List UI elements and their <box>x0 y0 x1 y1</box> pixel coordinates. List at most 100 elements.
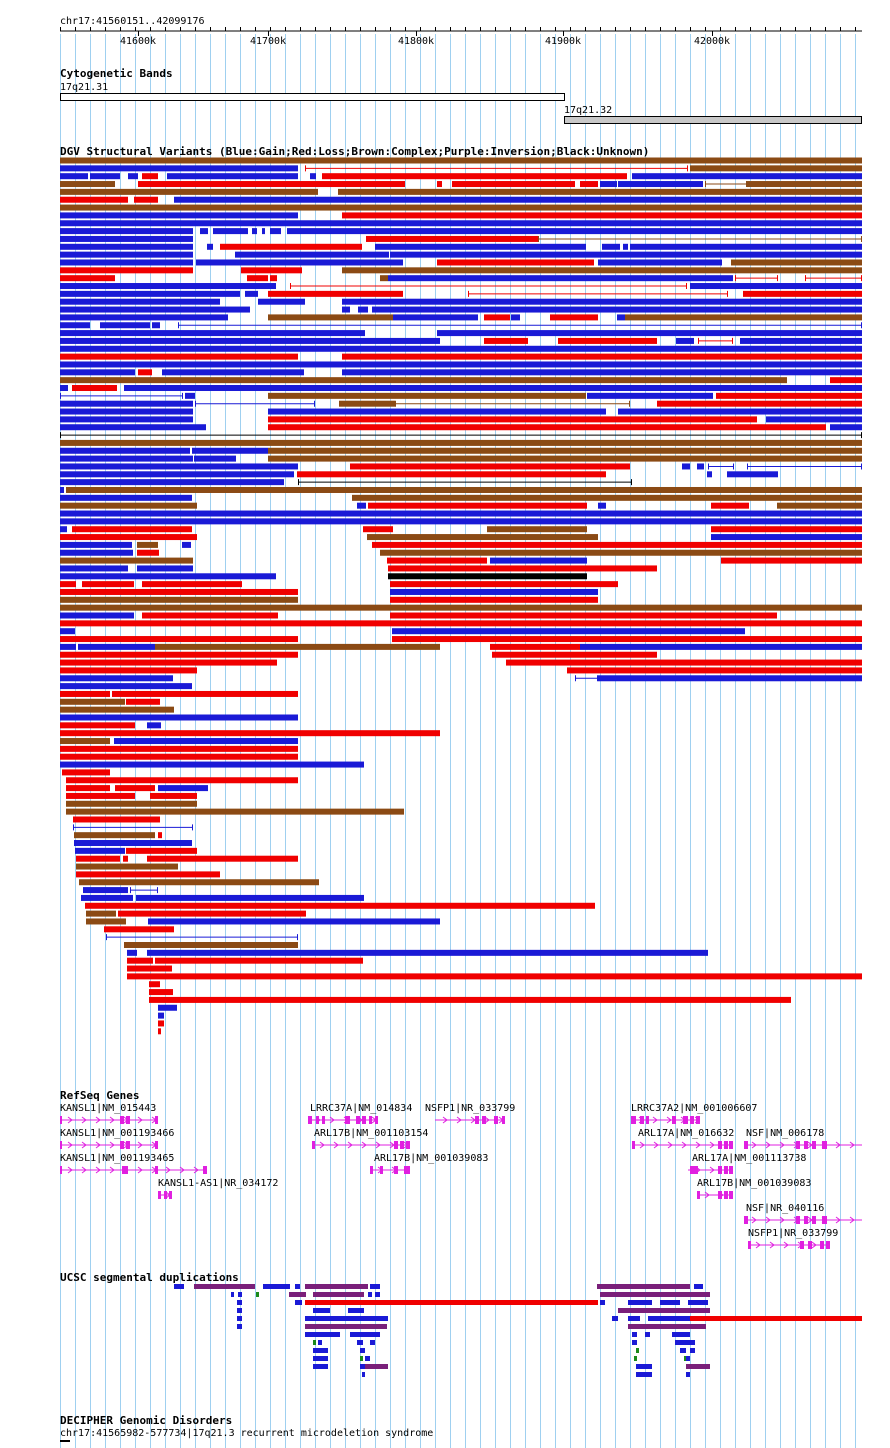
dgv-variant[interactable] <box>142 581 242 588</box>
segdup-feature[interactable] <box>238 1292 242 1297</box>
gene-label[interactable]: NSF|NR_040116 <box>746 1203 824 1214</box>
gene-exon[interactable] <box>729 1166 733 1174</box>
segdup-feature[interactable] <box>360 1356 363 1361</box>
dgv-variant[interactable] <box>196 259 403 266</box>
dgv-variant[interactable] <box>682 463 690 470</box>
dgv-variant[interactable] <box>60 243 193 250</box>
gene-exon[interactable] <box>631 1116 636 1124</box>
dgv-variant[interactable] <box>60 612 134 619</box>
dgv-variant[interactable] <box>76 855 120 862</box>
segdup-feature[interactable] <box>313 1348 328 1353</box>
dgv-variant[interactable] <box>60 439 862 446</box>
dgv-variant[interactable] <box>60 251 193 258</box>
dgv-variant[interactable] <box>60 416 193 423</box>
dgv-variant[interactable] <box>352 494 862 501</box>
dgv-variant[interactable] <box>60 314 228 321</box>
dgv-variant[interactable] <box>388 275 733 282</box>
segdup-feature[interactable] <box>375 1292 380 1297</box>
segdup-feature[interactable] <box>634 1356 637 1361</box>
dgv-variant[interactable] <box>60 502 197 509</box>
segdup-feature[interactable] <box>362 1372 365 1377</box>
segdup-feature[interactable] <box>632 1332 637 1337</box>
segdup-feature[interactable] <box>675 1340 695 1345</box>
dgv-variant[interactable] <box>148 918 440 925</box>
dgv-track-title[interactable]: DGV Structural Variants (Blue:Gain;Red:L… <box>60 145 649 158</box>
dgv-variant[interactable] <box>393 314 478 321</box>
dgv-variant[interactable] <box>247 275 268 282</box>
dgv-variant[interactable] <box>367 534 598 541</box>
dgv-variant[interactable] <box>90 173 120 180</box>
segdup-feature[interactable] <box>628 1300 652 1305</box>
segdup-feature[interactable] <box>690 1348 695 1353</box>
dgv-variant[interactable] <box>60 573 276 580</box>
dgv-variant[interactable] <box>60 761 364 768</box>
gene-exon[interactable] <box>158 1191 161 1199</box>
gene-exon[interactable] <box>502 1116 505 1124</box>
gene-exon[interactable] <box>60 1141 62 1149</box>
cytoband-band[interactable] <box>60 93 565 101</box>
gene-label[interactable]: LRRC37A2|NM_001006607 <box>631 1103 757 1114</box>
gene-exon[interactable] <box>697 1191 700 1199</box>
dgv-variant[interactable] <box>437 259 594 266</box>
dgv-variant[interactable] <box>387 557 487 564</box>
segdup-feature[interactable] <box>686 1364 710 1369</box>
dgv-variant[interactable] <box>390 588 598 595</box>
dgv-variant[interactable] <box>60 628 75 635</box>
dgv-variant[interactable] <box>60 283 276 290</box>
dgv-variant[interactable] <box>707 471 712 478</box>
dgv-variant[interactable] <box>142 173 158 180</box>
dgv-variant[interactable] <box>60 275 115 282</box>
dgv-variant[interactable] <box>587 392 713 399</box>
gene-exon[interactable] <box>312 1141 315 1149</box>
dgv-variant[interactable] <box>60 361 862 368</box>
gene-exon[interactable] <box>122 1166 128 1174</box>
gene-exon[interactable] <box>155 1166 158 1174</box>
dgv-variant[interactable] <box>60 659 277 666</box>
segdup-feature[interactable] <box>686 1372 690 1377</box>
dgv-variant[interactable] <box>452 181 575 188</box>
dgv-variant[interactable] <box>60 753 298 760</box>
dgv-variant[interactable] <box>137 541 158 548</box>
gene-exon[interactable] <box>744 1141 748 1149</box>
dgv-variant[interactable] <box>73 816 160 823</box>
dgv-variant[interactable] <box>342 212 862 219</box>
dgv-variant[interactable] <box>66 800 197 807</box>
dgv-variant[interactable] <box>62 769 110 776</box>
dgv-variant[interactable] <box>60 604 862 611</box>
dgv-variant[interactable] <box>83 887 128 894</box>
dgv-variant[interactable] <box>150 792 197 799</box>
gene-label[interactable]: KANSL1|NM_001193465 <box>60 1153 174 1164</box>
segdup-feature[interactable] <box>618 1308 710 1313</box>
segdup-feature[interactable] <box>672 1332 690 1337</box>
dgv-variant[interactable] <box>60 212 298 219</box>
gene-exon[interactable] <box>126 1116 130 1124</box>
segdup-feature[interactable] <box>313 1364 328 1369</box>
segdup-feature[interactable] <box>237 1308 242 1313</box>
gene-exon[interactable] <box>120 1141 124 1149</box>
dgv-variant[interactable] <box>60 667 197 674</box>
dgv-variant[interactable] <box>270 275 277 282</box>
dgv-variant[interactable] <box>580 181 598 188</box>
dgv-variant[interactable] <box>711 502 749 509</box>
gene-exon[interactable] <box>494 1116 498 1124</box>
dgv-variant[interactable] <box>358 306 368 313</box>
gene-exon[interactable] <box>169 1191 172 1199</box>
dgv-variant[interactable] <box>167 173 298 180</box>
dgv-variant[interactable] <box>128 173 138 180</box>
dgv-variant[interactable] <box>490 643 580 650</box>
dgv-variant[interactable] <box>60 698 125 705</box>
dgv-variant[interactable] <box>60 581 76 588</box>
dgv-variant[interactable] <box>392 628 745 635</box>
dgv-variant[interactable] <box>338 188 862 195</box>
dgv-variant[interactable] <box>85 902 595 909</box>
dgv-variant[interactable] <box>727 471 778 478</box>
gene-label[interactable]: LRRC37A|NM_014834 <box>310 1103 412 1114</box>
dgv-variant[interactable] <box>657 400 862 407</box>
dgv-variant[interactable] <box>60 596 298 603</box>
gene-label[interactable]: KANSL1|NM_015443 <box>60 1103 156 1114</box>
gene-exon[interactable] <box>60 1116 62 1124</box>
gene-exon[interactable] <box>672 1116 676 1124</box>
gene-exon[interactable] <box>804 1216 808 1224</box>
segdup-feature[interactable] <box>368 1292 372 1297</box>
gene-exon[interactable] <box>406 1141 410 1149</box>
